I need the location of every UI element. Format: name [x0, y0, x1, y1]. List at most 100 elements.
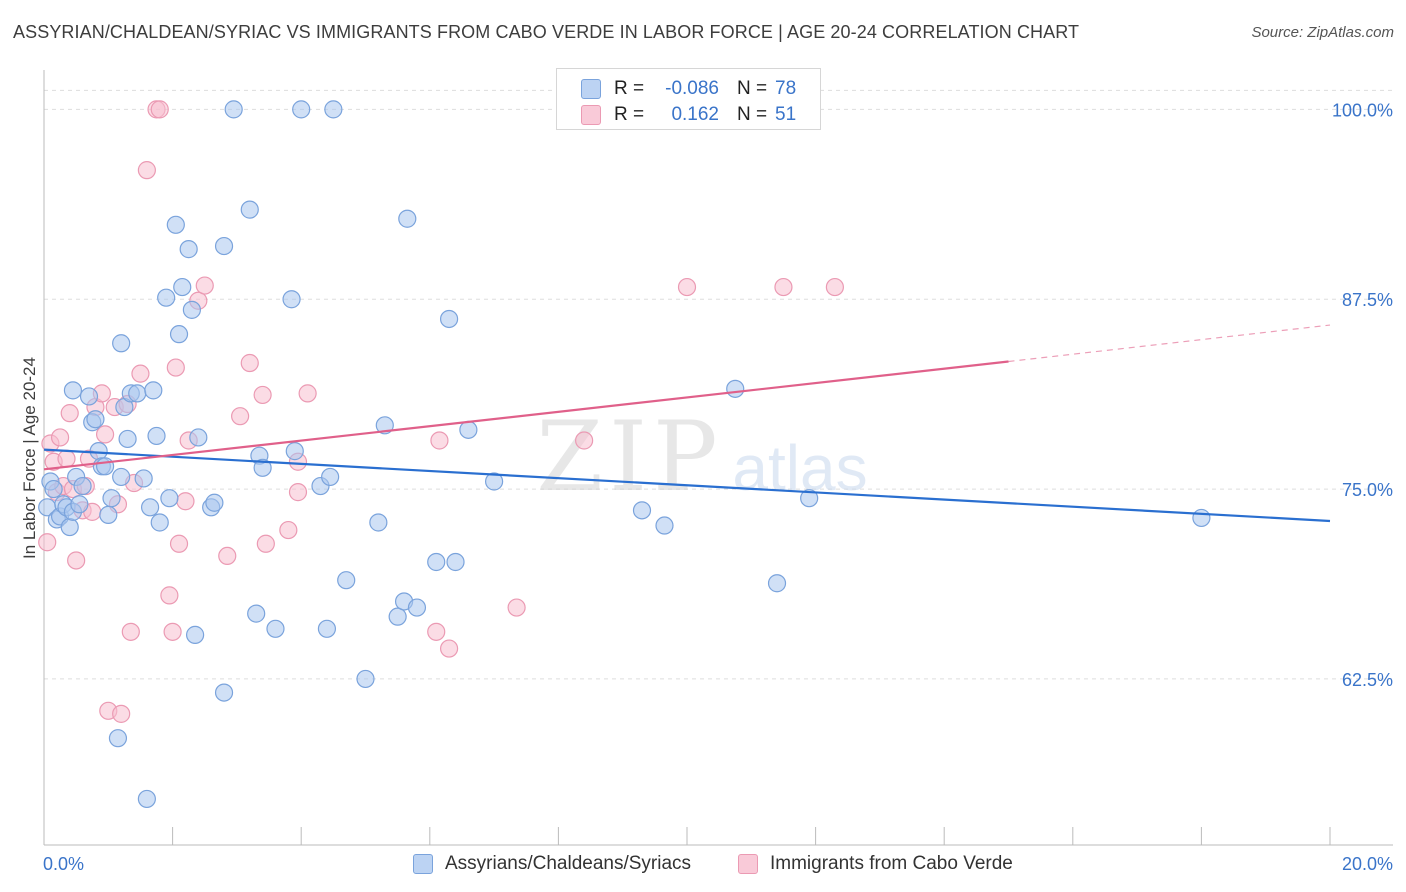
- n-label: N =: [737, 104, 768, 125]
- blue-point: [459, 420, 478, 439]
- blue-point: [356, 669, 375, 689]
- blue-point: [89, 442, 108, 461]
- blue-point: [44, 479, 63, 499]
- pink-point: [50, 428, 70, 447]
- blue-point: [189, 428, 208, 447]
- blue-point: [240, 200, 259, 219]
- pink-point: [166, 358, 185, 377]
- pink-point: [240, 353, 259, 373]
- blue-point: [407, 598, 427, 617]
- blue-point: [726, 379, 745, 398]
- chart-legend: Assyrians/Chaldeans/Syriacs Immigrants f…: [0, 852, 1406, 878]
- pink-point: [575, 431, 594, 450]
- pink-point: [256, 534, 275, 553]
- blue-point: [375, 416, 394, 435]
- pink-point: [137, 161, 156, 180]
- r-value: -0.086: [665, 78, 719, 99]
- pink-point: [253, 385, 272, 405]
- blue-point: [157, 288, 176, 307]
- pink-point: [121, 622, 140, 641]
- blue-point: [324, 100, 343, 119]
- stats-box: R = -0.086 N = 78 R = 0.162 N = 51: [556, 68, 821, 130]
- pink-point: [507, 598, 526, 617]
- blue-point: [79, 387, 99, 406]
- pink-point: [279, 520, 298, 540]
- legend-label: Immigrants from Cabo Verde: [770, 853, 1013, 874]
- pink-point: [774, 277, 793, 297]
- blue-point: [767, 574, 787, 593]
- r-label: R =: [614, 104, 645, 125]
- blue-point: [86, 410, 105, 429]
- pink-point: [298, 384, 317, 403]
- n-value: 78: [775, 78, 797, 99]
- blue-point: [73, 476, 92, 496]
- blue-point: [118, 429, 137, 449]
- r-value: 0.162: [671, 104, 719, 125]
- blue-point: [112, 467, 131, 487]
- blue-point: [632, 501, 652, 520]
- pink-point: [439, 639, 459, 658]
- blue-point: [439, 309, 459, 329]
- pink-point: [195, 276, 214, 295]
- blue-point: [112, 334, 131, 353]
- blue-point: [102, 489, 121, 508]
- blue-point: [485, 472, 504, 491]
- pink-point: [57, 449, 76, 468]
- source-credit: Source: ZipAtlas.com: [1251, 24, 1394, 41]
- axis-layer: [43, 70, 1393, 846]
- pink-point: [430, 431, 449, 450]
- blue-point: [60, 517, 79, 537]
- legend-swatch-blue: [413, 854, 433, 874]
- r-label: R =: [614, 78, 645, 99]
- blue-point: [337, 571, 356, 590]
- blue-point: [1192, 508, 1211, 528]
- blue-point: [150, 513, 169, 532]
- blue-point: [282, 290, 301, 309]
- blue-series-points: [38, 100, 1211, 809]
- pink-point: [67, 551, 86, 570]
- pink-trend-extension: [1008, 324, 1331, 363]
- blue-point: [144, 381, 163, 400]
- blue-point: [285, 442, 304, 461]
- blue-point: [173, 277, 192, 297]
- blue-point: [160, 489, 179, 508]
- pink-point: [825, 277, 844, 297]
- blue-point: [800, 489, 819, 508]
- pink-point: [160, 586, 179, 605]
- pink-point: [112, 704, 131, 723]
- blue-trend-line: [43, 448, 1331, 523]
- blue-point: [186, 625, 205, 644]
- pink-point: [176, 492, 195, 511]
- pink-trend-line: [43, 360, 1009, 471]
- pink-point: [163, 622, 182, 641]
- n-label: N =: [737, 78, 768, 99]
- blue-point: [214, 683, 234, 702]
- blue-point: [205, 493, 224, 512]
- blue-point: [140, 498, 160, 517]
- blue-point: [99, 505, 118, 524]
- stats-row-pink: R = 0.162 N = 51: [557, 102, 822, 128]
- blue-point: [134, 469, 153, 488]
- blue-point: [108, 729, 128, 748]
- blue-point: [317, 619, 337, 638]
- blue-point: [147, 426, 166, 446]
- blue-point: [169, 325, 189, 344]
- pink-point: [288, 483, 308, 502]
- blue-point: [446, 552, 465, 572]
- pink-point: [677, 277, 697, 297]
- pink-point: [150, 100, 169, 119]
- blue-point: [137, 789, 156, 809]
- blue-swatch: [581, 79, 601, 99]
- chart-title: ASSYRIAN/CHALDEAN/SYRIAC VS IMMIGRANTS F…: [13, 22, 1080, 42]
- y-tick-label: 62.5%: [1342, 670, 1393, 690]
- trend-lines: [43, 324, 1331, 523]
- blue-point: [182, 300, 201, 319]
- blue-point: [321, 467, 340, 487]
- y-tick-label: 75.0%: [1342, 480, 1393, 500]
- n-value: 51: [775, 104, 797, 125]
- x-tick-label: 0.0%: [43, 854, 84, 874]
- y-tick-label: 87.5%: [1342, 290, 1393, 310]
- pink-point: [95, 425, 115, 444]
- blue-point: [128, 384, 147, 403]
